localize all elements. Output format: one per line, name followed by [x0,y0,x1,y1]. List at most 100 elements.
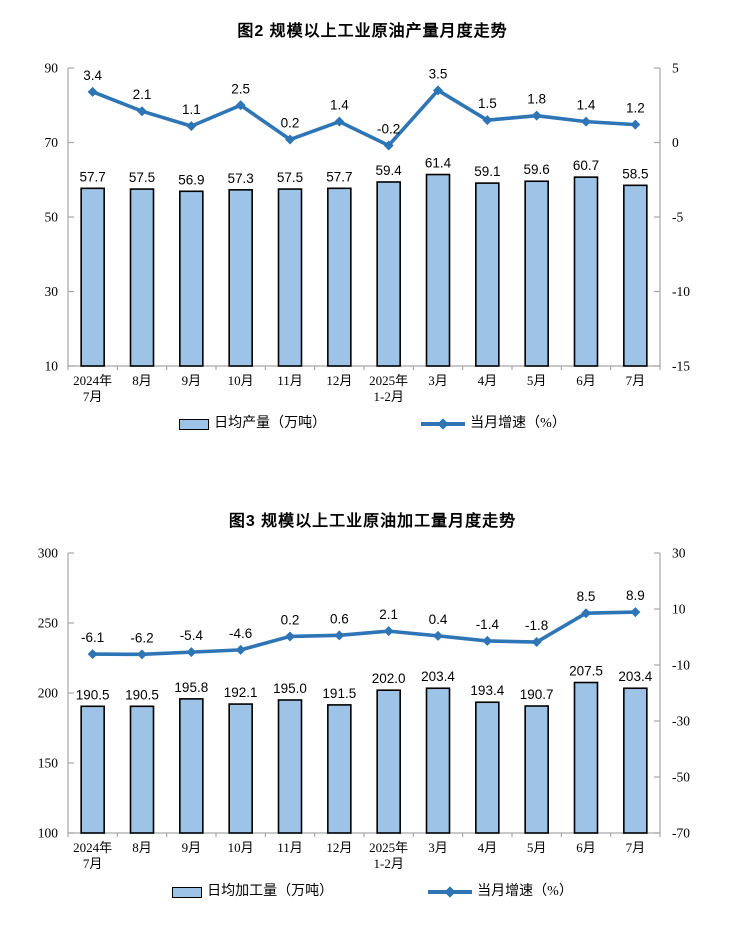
bar [327,704,352,834]
right-axis-tick-label: 5 [672,61,679,76]
line-marker [581,116,591,127]
line-value-label: 1.1 [182,102,201,117]
line-value-label: 3.4 [83,68,102,83]
line-value-label: -5.4 [180,628,204,643]
bar-value-label: 57.7 [80,169,106,184]
bar [475,182,500,367]
right-axis-tick-label: -10 [672,284,690,299]
category-label: 10月 [228,840,254,855]
bar-swatch-icon [172,886,203,898]
trend-line [92,88,636,148]
line-marker [581,608,591,619]
line-marker [235,100,246,111]
line-marker [630,607,641,618]
line-value-label: 2.1 [133,87,152,102]
line-value-label: 2.1 [379,607,398,622]
right-axis-tick-label: -5 [672,210,683,225]
bar [623,184,648,367]
bar [524,705,549,834]
legend-item-daily-output: 日均产量（万吨） [179,417,326,431]
line-marker [137,649,147,660]
bar [80,705,105,834]
line-value-label: 3.5 [429,66,448,81]
line-marker [433,85,443,96]
left-axis-tick-label: 150 [38,756,59,771]
bar-swatch-icon [179,418,210,430]
category-label: 8月 [132,373,152,388]
bar-value-label: 207.5 [569,664,603,679]
line-value-label: -4.6 [229,626,252,641]
bar [228,189,253,367]
bar-value-label: 57.5 [129,170,155,185]
bar-value-label: 59.4 [376,163,403,178]
category-label: 2024年 [73,840,112,855]
line-value-label: 2.5 [231,81,250,96]
bar-value-label: 203.4 [421,669,455,684]
bar-value-label: 57.5 [277,170,303,185]
category-label: 6月 [576,373,596,388]
crude-oil-processing-plot: 300 250 200 150 100 30 10 -10 -30 -50 -70 190.5 190.… [0,538,745,878]
bar [129,705,155,834]
bar-value-label: 59.1 [474,164,500,179]
bar-value-label: 58.5 [622,166,648,181]
line-value-label: 1.2 [626,101,645,116]
left-axis-tick-label: 50 [45,210,59,225]
category-label: 2025年 [369,373,408,388]
trend-line [92,610,636,657]
line-value-label: -0.2 [377,121,400,136]
category-label: 8月 [132,840,152,855]
bar [475,701,500,834]
left-axis-tick-label: 70 [45,135,59,150]
figure-crude-oil-processing: 图3 规模以上工业原油加工量月度走势 300 250 200 150 100 30 10 -1… [0,506,745,906]
line-marker [383,140,394,151]
category-label: 11月 [277,373,303,388]
bar-value-label: 195.0 [273,681,307,696]
category-label: 1-2月 [373,856,403,871]
line-marker [482,635,493,646]
line-marker [235,644,246,655]
line-marker [186,121,197,132]
bar [80,187,105,367]
left-axis-tick-label: 300 [38,546,59,561]
left-axis-tick-label: 250 [38,616,59,631]
line-marker [334,116,345,127]
bar [524,180,549,367]
category-label: 4月 [478,840,498,855]
legend-label-daily-output: 日均产量（万吨） [214,416,327,431]
bar-value-label: 202.0 [372,671,406,686]
category-label: 7月 [83,389,103,404]
bar-value-label: 59.6 [524,162,550,177]
line-value-label: 8.9 [626,588,645,603]
right-axis-tick-label: 30 [672,546,686,561]
bar [179,190,204,367]
category-label: 2025年 [369,840,408,855]
line-marker [433,630,443,641]
category-label: 1-2月 [373,389,403,404]
category-label: 11月 [277,840,303,855]
chart-title-processing: 图3 规模以上工业原油加工量月度走势 [228,513,517,530]
line-value-label: 0.6 [330,611,349,626]
left-axis-tick-label: 90 [45,61,59,76]
bar-value-label: 190.5 [125,687,159,702]
legend-processing: 日均加工量（万吨） 当月增速（%） [0,878,745,906]
category-label: 7月 [83,856,103,871]
line-value-label: 1.8 [527,92,546,107]
line-marker [285,631,295,642]
bar-value-label: 190.5 [76,687,110,702]
legend-item-growth-rate: 当月增速（%） [421,417,566,431]
chart-title-output: 图2 规模以上工业原油产量月度走势 [237,23,508,40]
bar [277,699,303,834]
bar-value-label: 191.5 [322,686,356,701]
left-axis-tick-label: 10 [45,359,59,374]
category-label: 7月 [626,840,646,855]
bar [573,681,599,834]
bar [277,188,303,367]
line-value-label: 8.5 [577,589,596,604]
line-marker [383,626,394,637]
bar-value-label: 61.4 [425,156,452,171]
left-axis-tick-label: 200 [38,686,59,701]
line-swatch-icon [428,886,473,898]
right-axis-tick-label: -15 [672,359,690,374]
category-label: 3月 [428,840,448,855]
